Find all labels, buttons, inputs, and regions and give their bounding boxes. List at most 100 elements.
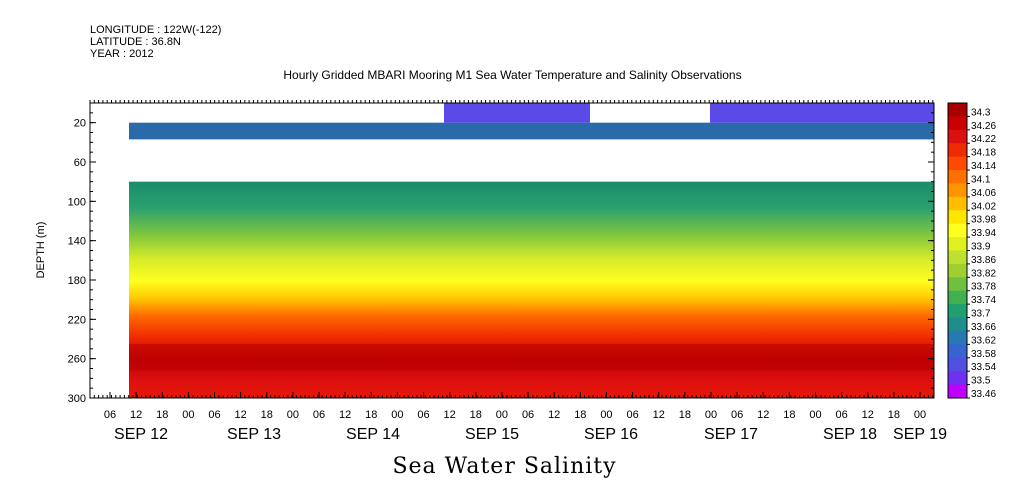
colorbar-swatch [948,371,967,386]
colorbar-label: 33.94 [971,228,996,239]
colorbar-swatch [948,210,967,225]
colorbar-frame [947,102,968,399]
x-hour-label: 06 [104,409,116,421]
colorbar-label: 33.5 [971,376,991,387]
latitude-label: LATITUDE : 36.8N [90,36,181,48]
x-day-label: SEP 13 [227,426,281,443]
colorbar-swatch [948,103,967,117]
chart-title: Hourly Gridded MBARI Mooring M1 Sea Wate… [283,68,742,82]
colorbar-swatch [948,304,967,319]
x-hour-label: 12 [653,409,665,421]
colorbar-label: 33.62 [971,335,996,346]
colorbar-label: 33.86 [971,255,996,266]
longitude-label: LONGITUDE : 122W(-122) [90,24,222,36]
colorbar-swatch [948,357,967,372]
colorbar-swatch [948,237,967,251]
x-hour-label: 00 [182,409,194,421]
x-hour-label: 12 [757,409,769,421]
x-hour-label: 18 [888,409,900,421]
colorbar-swatch [948,129,967,144]
x-hour-label: 06 [835,409,847,421]
x-day-label: SEP 12 [114,426,168,443]
x-hour-label: 06 [626,409,638,421]
x-hour-label: 00 [391,409,403,421]
x-day-label: SEP 14 [346,426,400,443]
colorbar-label: 34.26 [971,121,996,132]
deep-max-band [129,343,934,371]
x-hour-label: 12 [862,409,874,421]
x-day-label: SEP 18 [823,426,877,443]
x-hour-label: 00 [914,409,926,421]
y-tick-label: 260 [68,354,86,366]
x-axis-title: Sea Water Salinity [392,454,617,479]
x-hour-label: 00 [287,409,299,421]
colorbar-swatch [948,317,967,332]
colorbar-swatch [948,250,967,265]
y-tick-label: 220 [68,314,86,326]
colorbar-label: 33.66 [971,322,996,333]
colorbar-label: 33.58 [971,349,996,360]
y-tick-label: 180 [68,275,86,287]
colorbar-swatch [948,143,967,158]
colorbar-label: 33.74 [971,295,996,306]
x-hour-label: 18 [783,409,795,421]
x-day-label: SEP 17 [704,426,758,443]
colorbar-label: 33.82 [971,268,996,279]
colorbar-swatch [948,290,967,305]
y-tick-label: 60 [74,157,86,169]
x-hour-label: 18 [365,409,377,421]
colorbar-swatch [948,223,967,238]
colorbar-swatch [948,344,967,359]
x-hour-label: 06 [313,409,325,421]
x-hour-label: 06 [417,409,429,421]
colorbar-label: 33.7 [971,309,991,320]
colorbar-label: 34.3 [971,107,991,118]
x-hour-label: 18 [470,409,482,421]
top-layer-0 [444,103,590,123]
x-hour-label: 06 [522,409,534,421]
colorbar-swatch [948,330,967,345]
colorbar-label: 34.02 [971,201,996,212]
colorbar-label: 34.06 [971,188,996,199]
colorbar-label: 34.18 [971,148,996,159]
x-hour-label: 18 [574,409,586,421]
colorbar-label: 33.9 [971,242,991,253]
colorbar-label: 34.14 [971,161,996,172]
x-day-label: SEP 19 [893,426,947,443]
x-hour-label: 06 [208,409,220,421]
colorbar-swatch [948,263,967,278]
colorbar-swatch [948,156,967,171]
y-tick-label: 20 [74,118,86,130]
colorbar-swatch [948,116,967,131]
x-hour-label: 00 [705,409,717,421]
y-axis-title: DEPTH (m) [35,222,47,279]
x-hour-label: 12 [444,409,456,421]
y-tick-label: 100 [68,196,86,208]
x-hour-label: 12 [548,409,560,421]
colorbar-label: 33.78 [971,282,996,293]
x-hour-label: 00 [600,409,612,421]
x-hour-label: 00 [809,409,821,421]
location-metadata: LONGITUDE : 122W(-122) LATITUDE : 36.8N … [90,24,221,60]
y-tick-label: 300 [68,393,86,405]
colorbar-swatch [948,183,967,198]
colorbar-swatch [948,196,967,211]
colorbar-swatch [948,170,967,184]
y-tick-label: 140 [68,236,86,248]
x-hour-label: 18 [156,409,168,421]
x-hour-label: 12 [235,409,247,421]
x-hour-label: 12 [130,409,142,421]
top-layer-1 [710,103,934,123]
x-hour-label: 18 [261,409,273,421]
x-hour-label: 00 [496,409,508,421]
year-label: YEAR : 2012 [90,48,154,60]
surface-band [129,122,934,140]
x-day-label: SEP 16 [584,426,638,443]
colorbar-swatch [948,384,967,399]
colorbar-label: 33.98 [971,215,996,226]
x-hour-label: 18 [679,409,691,421]
x-day-label: SEP 15 [465,426,519,443]
colorbar-label: 33.46 [971,389,996,400]
colorbar-label: 34.22 [971,134,996,145]
